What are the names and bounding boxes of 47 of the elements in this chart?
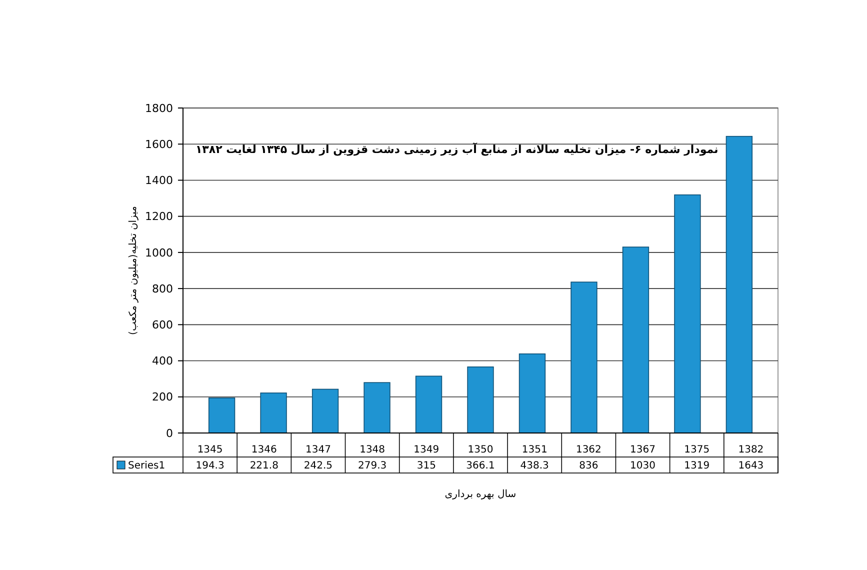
y-tick-label: 1600	[145, 138, 173, 151]
data-label: 438.3	[520, 460, 549, 472]
data-label: 221.8	[250, 460, 278, 472]
x-tick-label: 1350	[468, 444, 494, 456]
bar	[467, 366, 494, 434]
x-tick-label: 1348	[360, 444, 386, 456]
data-label: 1319	[684, 460, 710, 472]
y-tick-label: 1000	[145, 246, 173, 260]
data-label: 194.3	[196, 460, 224, 472]
x-tick-label: 1349	[414, 444, 440, 456]
data-label: 836	[579, 460, 598, 472]
y-tick-label: 600	[152, 318, 173, 332]
x-tick-label: 1367	[630, 444, 656, 456]
y-tick-label: 1200	[145, 210, 173, 224]
x-tick-label: 1345	[197, 444, 223, 456]
data-label: 242.5	[304, 460, 333, 472]
bar	[312, 388, 339, 434]
data-label: 1643	[738, 460, 764, 472]
bar	[208, 398, 236, 434]
bar	[518, 353, 546, 434]
y-tick-label: 800	[152, 282, 173, 296]
legend-label: Series1	[128, 460, 166, 472]
data-label: 366.1	[466, 460, 495, 472]
data-label: 279.3	[358, 460, 387, 472]
data-label: 1030	[630, 460, 656, 472]
x-tick-label: 1347	[306, 444, 331, 456]
x-tick-label: 1382	[738, 444, 764, 456]
bar	[726, 136, 753, 434]
x-tick-label: 1362	[576, 444, 602, 456]
y-tick-label: 1800	[145, 102, 173, 115]
bar	[570, 282, 598, 434]
y-tick-label: 200	[152, 390, 173, 404]
x-axis-title: سال بهره برداری	[444, 489, 516, 500]
bar	[364, 382, 390, 434]
y-tick-label: 0	[166, 426, 173, 440]
bar	[674, 194, 701, 434]
x-tick-label: 1346	[251, 444, 277, 456]
y-tick-label: 400	[152, 354, 173, 368]
y-tick-label: 1400	[145, 174, 173, 188]
bar	[415, 376, 442, 434]
bar	[622, 246, 650, 434]
x-tick-label: 1375	[684, 444, 710, 456]
data-label: 315	[416, 460, 436, 472]
x-tick-label: 1351	[522, 444, 548, 456]
y-axis-title: میزان تخلیه(میلیون متر مکعب)	[128, 206, 139, 335]
text: نمودار شماره ۶- میزان تخلیه سالانه از منابع آب زیر زمینی دشت قزوین از سال ۱۳۴۵ لغایت ۱۳۸۲	[195, 142, 718, 156]
bar	[260, 392, 287, 434]
